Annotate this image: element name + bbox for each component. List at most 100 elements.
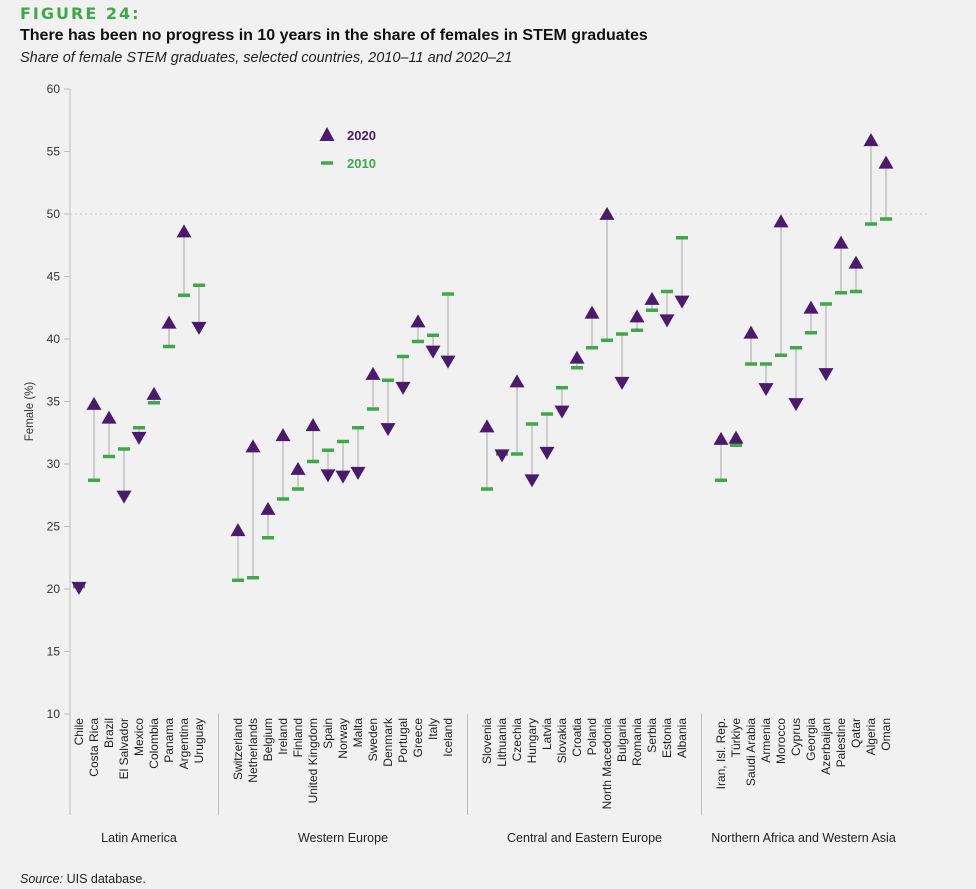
mark-2020-chile [71, 581, 87, 595]
mark-2020-sweden [365, 366, 381, 380]
mark-2020-oman [878, 155, 894, 169]
mark-2020-denmark [380, 423, 396, 437]
country-label-uruguay: Uruguay [192, 718, 206, 763]
mark-2020-slovakia [554, 405, 570, 419]
country-label-oman: Oman [879, 718, 893, 751]
mark-2020-mexico [131, 431, 147, 445]
country-label-panama: Panama [162, 718, 176, 763]
mark-2020-czechia [509, 374, 525, 388]
country-label-finland: Finland [291, 718, 305, 757]
country-label-azerbaijan: Azerbaijan [819, 718, 833, 775]
country-label-north-macedonia: North Macedonia [600, 718, 614, 810]
y-tick-label-15: 15 [47, 645, 61, 659]
mark-2020-iceland [440, 355, 456, 369]
mark-2020-italy [425, 345, 441, 359]
y-tick-label-40: 40 [47, 332, 61, 346]
mark-2020-netherlands [245, 439, 261, 453]
mark-2020-malta [350, 466, 366, 480]
mark-2020-palestine [833, 235, 849, 249]
mark-2020-estonia [659, 314, 675, 328]
mark-2020-albania [674, 295, 690, 309]
country-label-portugal: Portugal [396, 718, 410, 763]
country-label-slovakia: Slovakia [555, 718, 569, 764]
country-label-united-kingdom: United Kingdom [306, 718, 320, 803]
country-label-costa-rica: Costa Rica [87, 718, 101, 777]
group-label-central-and-eastern-europe: Central and Eastern Europe [507, 831, 662, 845]
mark-2020-panama [161, 315, 177, 329]
country-label-georgia: Georgia [804, 718, 818, 761]
mark-2020-cyprus [788, 398, 804, 412]
mark-2020-croatia [569, 350, 585, 364]
country-label-denmark: Denmark [381, 717, 395, 767]
mark-2020-poland [584, 305, 600, 319]
country-label-brazil: Brazil [102, 718, 116, 748]
mark-2020-el-salvador [116, 490, 132, 504]
mark-2020-finland [290, 461, 306, 475]
figure-title: There has been no progress in 10 years i… [20, 27, 648, 44]
country-label-norway: Norway [336, 718, 350, 759]
mark-2020-serbia [644, 291, 660, 305]
mark-2020-lithuania [494, 449, 510, 463]
dot-range-chart: 10 15 20 25 30 35 40 45 50 55 60 Female (%) Chile Cos… [24, 82, 930, 845]
mark-2020-colombia [146, 386, 162, 400]
country-label-albania: Albania [675, 718, 689, 758]
country-label-greece: Greece [411, 718, 425, 758]
source-text: UIS database. [66, 872, 146, 886]
country-label-ireland: Ireland [276, 718, 290, 755]
country-label-switzerland: Switzerland [231, 718, 245, 780]
mark-2020-t-rkiye [728, 430, 744, 444]
country-label-argentina: Argentina [177, 718, 191, 770]
mark-2020-costa-rica [86, 396, 102, 410]
mark-2020-saudi-arabia [743, 325, 759, 339]
legend-2020-marker [319, 127, 335, 141]
mark-2020-brazil [101, 410, 117, 424]
legend-2020-label: 2020 [347, 128, 376, 143]
figure-label: FIGURE 24: [20, 4, 141, 23]
country-label-chile: Chile [72, 718, 86, 746]
country-label-iran-isl-rep: Iran, Isl. Rep. [714, 718, 728, 789]
mark-2020-switzerland [230, 523, 246, 537]
figure-source: Source: UIS database. [20, 872, 146, 886]
mark-2020-spain [320, 469, 336, 483]
country-label-algeria: Algeria [864, 718, 878, 756]
mark-2020-armenia [758, 383, 774, 397]
country-label-lithuania: Lithuania [495, 718, 509, 767]
mark-2020-romania [629, 309, 645, 323]
mark-2020-hungary [524, 474, 540, 488]
figure-subtitle: Share of female STEM graduates, selected… [20, 50, 513, 66]
mark-2020-latvia [539, 446, 555, 460]
mark-2020-argentina [176, 224, 192, 238]
group-label-western-europe: Western Europe [298, 831, 388, 845]
country-label-latvia: Latvia [540, 718, 554, 750]
mark-2020-ireland [275, 428, 291, 442]
country-label-sweden: Sweden [366, 718, 380, 761]
country-label-estonia: Estonia [660, 718, 674, 758]
mark-2020-morocco [773, 214, 789, 228]
country-label-iceland: Iceland [441, 718, 455, 757]
y-axis-label: Female (%) [24, 382, 36, 442]
country-label-armenia: Armenia [759, 718, 773, 763]
mark-2020-north-macedonia [599, 206, 615, 220]
country-label-morocco: Morocco [774, 718, 788, 764]
country-label-cyprus: Cyprus [789, 718, 803, 756]
mark-2020-uruguay [191, 321, 207, 335]
country-label-spain: Spain [321, 718, 335, 749]
country-label-romania: Romania [630, 718, 644, 766]
mark-2020-bulgaria [614, 376, 630, 390]
mark-2020-qatar [848, 255, 864, 269]
country-label-colombia: Colombia [147, 718, 161, 769]
mark-2020-portugal [395, 381, 411, 395]
y-tick-label-60: 60 [47, 82, 61, 96]
country-label-qatar: Qatar [849, 718, 863, 748]
country-label-mexico: Mexico [132, 718, 146, 756]
country-label-saudi-arabia: Saudi Arabia [744, 718, 758, 786]
mark-2020-united-kingdom [305, 418, 321, 432]
y-tick-label-10: 10 [47, 707, 61, 721]
y-tick-label-30: 30 [47, 457, 61, 471]
mark-2020-georgia [803, 300, 819, 314]
country-label-el-salvador: El Salvador [117, 718, 131, 779]
group-label-northern-africa-and-western-asia: Northern Africa and Western Asia [711, 831, 896, 845]
mark-2020-iran-isl-rep [713, 431, 729, 445]
y-tick-label-50: 50 [47, 207, 61, 221]
country-label-palestine: Palestine [834, 718, 848, 768]
